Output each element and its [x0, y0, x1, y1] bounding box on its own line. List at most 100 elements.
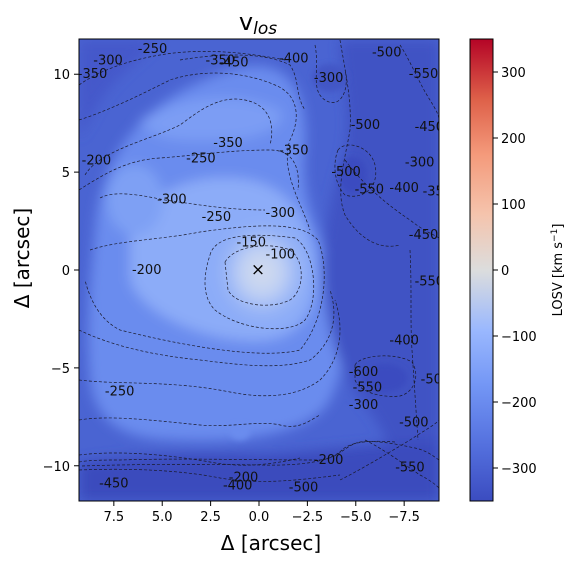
contour-label: -550 — [355, 183, 385, 198]
contour-400-b — [79, 452, 301, 466]
x-tick-label: 0.0 — [249, 510, 270, 525]
contour-label: -550 — [415, 275, 445, 290]
contour-label: -150 — [237, 236, 267, 251]
contour-label-group: -250-300-350-350-450 -400-300-500-550-500… — [78, 42, 445, 496]
contour-300-a — [79, 72, 311, 231]
contour-450-c — [344, 159, 439, 239]
contour-450-a — [314, 44, 347, 103]
contour-350-b — [79, 414, 321, 427]
contour-550-c — [364, 439, 439, 489]
colorbar-tick-label: 0 — [501, 264, 509, 279]
contour-label: -500 — [351, 118, 381, 133]
heatmap-detail — [230, 64, 407, 440]
contour-label: -500 — [399, 416, 429, 431]
contour-150 — [204, 234, 315, 330]
x-tick-label: −7.5 — [388, 510, 420, 525]
contour-label: -550 — [395, 461, 425, 476]
contour-400-a — [179, 54, 306, 111]
colorbar-label: LOSV [km s−1] — [550, 224, 566, 317]
contour-label: -500 — [372, 46, 402, 61]
colorbar-tick-label: 100 — [501, 198, 526, 213]
contour-label: -250 — [105, 384, 135, 399]
x-tick-label: −2.5 — [292, 510, 324, 525]
x-tick-label: 7.5 — [103, 510, 124, 525]
contour-500-b — [334, 144, 377, 197]
contour-label: -350 — [78, 67, 108, 82]
contour-250-b — [79, 289, 335, 367]
x-tick-label: 5.0 — [152, 510, 173, 525]
x-axis: 7.5 5.0 2.5 0.0 −2.5 −5.0 −7.5 — [103, 501, 420, 525]
x-axis-label: Δ [arcsec] — [221, 531, 321, 555]
contour-label: -250 — [138, 42, 168, 57]
contour-label: -250 — [202, 210, 232, 225]
left-patch-region — [107, 165, 163, 235]
east-low-region — [322, 40, 439, 500]
contour-label: -300 — [266, 206, 296, 221]
y-tick-label: −5 — [51, 362, 70, 377]
contour-label: -200 — [82, 153, 112, 168]
contour-label: -400 — [389, 181, 419, 196]
y-tick-label: −10 — [43, 460, 70, 475]
contour-500-c — [339, 419, 439, 481]
contour-100 — [224, 245, 302, 306]
colorbar-ticks: 300 200 100 0 −100 −200 −300 — [493, 66, 537, 477]
contour-label: -450 — [409, 228, 439, 243]
south-island — [230, 424, 250, 440]
contour-200-core — [84, 225, 325, 354]
contour-550-d — [409, 249, 419, 441]
contour-550-a — [399, 44, 439, 121]
colorbar-tick-label: 200 — [501, 132, 526, 147]
colorbar-tick-label: −300 — [501, 462, 537, 477]
contour-label: -300 — [405, 155, 435, 170]
contour-label: -300 — [157, 193, 187, 208]
contour-south-wall-2 — [81, 440, 396, 467]
contour-550-b — [354, 355, 417, 397]
contour-label: -100 — [266, 247, 296, 262]
contour-label: -600 — [349, 365, 379, 380]
y-axis: 10 5 0 −5 −10 — [43, 68, 79, 475]
west-blob-1 — [339, 157, 367, 193]
contour-450-b — [79, 468, 341, 482]
contour-label: -400 — [279, 52, 309, 67]
contour-label: -450 — [99, 476, 129, 491]
contour-350-a — [79, 51, 286, 86]
northwest-low-corner — [79, 40, 160, 140]
contour-label: -350 — [279, 144, 309, 159]
contour-label: -550 — [353, 380, 383, 395]
contour-label: -500 — [289, 480, 319, 495]
y-axis-label: Δ [arcsec] — [10, 208, 34, 308]
colorbar: 300 200 100 0 −100 −200 −300 LOSV [km s−1] — [469, 38, 566, 502]
colorbar-gradient — [470, 39, 493, 501]
heatmap-fill — [79, 40, 439, 501]
contour-label: -350 — [206, 54, 236, 69]
contour-label: -300 — [93, 54, 123, 69]
contour-200-upper — [79, 149, 299, 191]
contour-label: -200 — [314, 453, 344, 468]
contour-500-a — [339, 39, 401, 247]
contour-label: -450 — [415, 120, 445, 135]
colorbar-tick-label: 300 — [501, 66, 526, 81]
upper-arc-region — [140, 97, 282, 141]
contour-south-wall — [79, 441, 439, 463]
contour-label: -35 — [423, 185, 444, 200]
contour-300-b — [79, 299, 341, 397]
contour-label: -400 — [223, 478, 253, 493]
contour-label: -300 — [349, 398, 379, 413]
contour-label: -350 — [213, 136, 243, 151]
contour-label: -300 — [314, 71, 344, 86]
center-marker: × — [251, 260, 265, 280]
contour-300-c — [99, 193, 266, 211]
colorbar-tick-label: −100 — [501, 330, 537, 345]
chart-title: vlos — [239, 8, 277, 39]
x-tick-label: 2.5 — [200, 510, 221, 525]
y-tick-label: 0 — [62, 264, 70, 279]
contour-label: -50 — [421, 373, 442, 388]
contour-label: -550 — [409, 67, 439, 82]
west-blob-2 — [363, 364, 407, 392]
contour-label: -200 — [132, 263, 162, 278]
contour-label: -400 — [389, 333, 419, 348]
y-tick-label: 5 — [62, 166, 70, 181]
contour-label: -250 — [186, 151, 216, 166]
x-tick-label: −5.0 — [340, 510, 372, 525]
